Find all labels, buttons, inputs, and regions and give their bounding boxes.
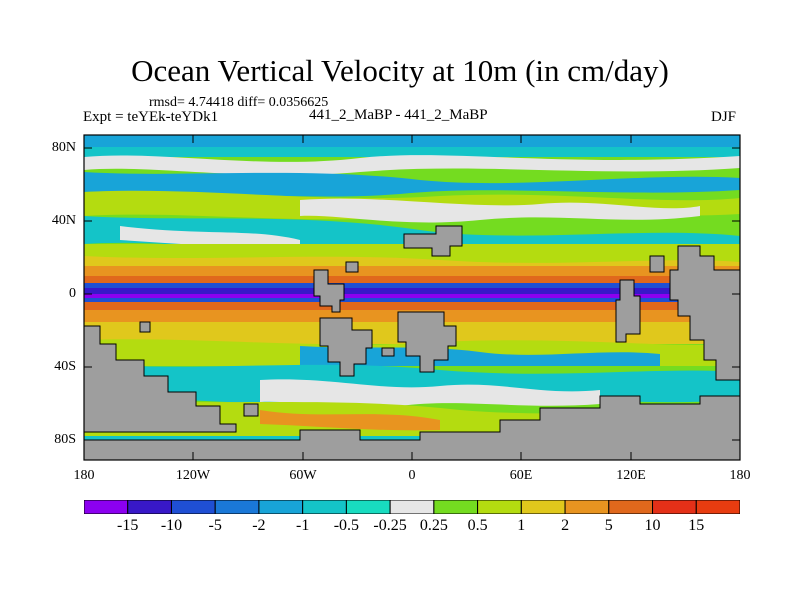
x-ticks xyxy=(83,135,741,460)
y-tick-label: 0 xyxy=(69,286,76,301)
island xyxy=(381,347,395,357)
x-tick-label: 120W xyxy=(175,468,211,483)
colorbar xyxy=(84,500,740,514)
eurasia-fragment xyxy=(403,225,463,257)
colorbar-label: -5 xyxy=(208,517,222,534)
field-band xyxy=(300,198,700,223)
colorbar-label: -0.5 xyxy=(333,517,360,534)
colorbar-label: 10 xyxy=(644,517,661,534)
colorbar-label: -2 xyxy=(252,517,266,534)
x-tick-label: 60E xyxy=(509,468,533,483)
colorbar-swatch xyxy=(127,500,172,514)
field-band xyxy=(84,276,740,284)
colorbar-swatch xyxy=(389,500,435,514)
island xyxy=(243,403,259,417)
experiment-label: Expt = teYEk-teYDk1 xyxy=(83,109,219,125)
asia-east xyxy=(669,245,740,381)
colorbar-label: 0.25 xyxy=(419,517,448,534)
colorbar-label: 5 xyxy=(604,517,613,534)
colorbar-swatch xyxy=(520,500,566,514)
season-label: DJF xyxy=(711,109,737,125)
x-tick-label: 180 xyxy=(729,468,751,483)
field-band xyxy=(84,283,740,288)
island xyxy=(649,255,665,273)
colorbar-swatch xyxy=(170,500,216,514)
colorbar-label: 0.5 xyxy=(467,517,488,534)
y-tick-label: 80N xyxy=(51,140,76,155)
africa xyxy=(397,311,457,373)
x-tick-label: 120E xyxy=(616,468,646,483)
colorbar-swatch xyxy=(345,500,391,514)
colorbar-swatch xyxy=(84,500,129,514)
field-band xyxy=(84,172,740,197)
land-masses xyxy=(84,225,740,460)
y-tick-label: 40S xyxy=(54,359,76,374)
map-title: Ocean Vertical Velocity at 10m (in cm/da… xyxy=(131,53,669,88)
colorbar-swatch xyxy=(214,500,260,514)
y-tick-label: 40N xyxy=(51,213,76,228)
x-tick-label: 180 xyxy=(73,468,95,483)
colorbar-label: 15 xyxy=(688,517,705,534)
australia xyxy=(84,325,237,433)
central-america xyxy=(313,269,345,313)
colorbar-swatch xyxy=(477,500,522,514)
island xyxy=(345,261,359,273)
south-america xyxy=(319,317,373,377)
x-tick-label: 60W xyxy=(289,468,317,483)
field-band xyxy=(84,294,740,298)
stats-text: rmsd= 4.74418 diff= 0.0356625 xyxy=(149,95,329,110)
colorbar-label: 1 xyxy=(517,517,526,534)
colorbar-label: -10 xyxy=(160,517,183,534)
map-plot-area xyxy=(84,135,740,460)
y-tick-label: 80S xyxy=(54,432,76,447)
field-band xyxy=(84,155,740,176)
colorbar-swatch xyxy=(302,500,347,514)
colorbar-swatch xyxy=(695,500,740,514)
maritime-continent xyxy=(615,279,641,343)
colorbar-swatch xyxy=(258,500,304,514)
y-ticks xyxy=(84,147,740,441)
field-band xyxy=(84,302,740,312)
island xyxy=(139,321,151,333)
colorbar-swatch xyxy=(652,500,697,514)
field-band xyxy=(260,379,600,408)
colorbar-swatch xyxy=(608,500,654,514)
field-band xyxy=(260,410,440,431)
colorbar-label: -15 xyxy=(117,517,139,534)
antarctica xyxy=(84,395,740,460)
colorbar-swatch xyxy=(564,500,610,514)
case-label: 441_2_MaBP - 441_2_MaBP xyxy=(309,107,488,123)
x-tick-label: 0 xyxy=(408,468,416,483)
colorbar-label: -0.25 xyxy=(373,517,407,534)
colorbar-swatch xyxy=(433,500,479,514)
field-band xyxy=(84,147,740,157)
colorbar-label: 2 xyxy=(561,517,570,534)
field-band xyxy=(84,288,740,294)
field-band xyxy=(84,298,740,302)
colorbar-label: -1 xyxy=(296,517,310,534)
